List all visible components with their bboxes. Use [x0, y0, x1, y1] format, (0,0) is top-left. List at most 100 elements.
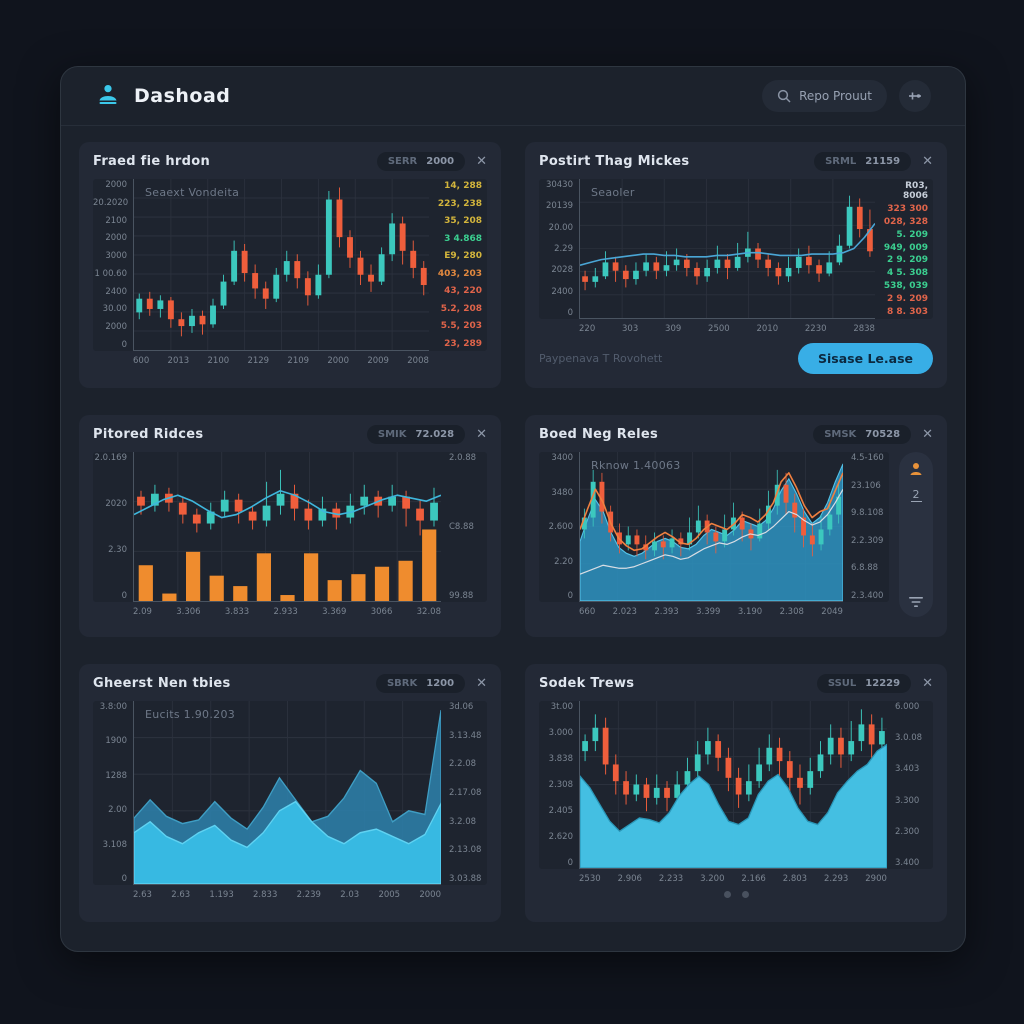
close-icon[interactable]: ✕	[922, 676, 933, 691]
tick-label: 2.20	[554, 556, 573, 567]
y-axis: 2.0.169 2020 2.30 0	[93, 452, 133, 602]
close-icon[interactable]: ✕	[476, 676, 487, 691]
price-value: 028, 328	[883, 216, 928, 227]
symbol-badge: SERR 2000	[376, 152, 466, 171]
tick-label: 2129	[247, 356, 270, 366]
tick-label: 0	[567, 858, 573, 868]
chart-canvas	[134, 701, 441, 884]
plot	[133, 452, 441, 602]
price-value: 23, 289	[444, 338, 482, 349]
tick-label: 220	[579, 324, 596, 334]
tick-label: 23.106	[851, 480, 881, 491]
tick-label: 600	[133, 356, 150, 366]
tick-label: 3.03.88	[449, 873, 482, 884]
panel-footer: Paypenava T Rovohett Sisase Le.ase	[539, 343, 933, 374]
tick-label: 2.63	[171, 890, 191, 900]
price-value: E9, 280	[444, 251, 482, 262]
price-value: 4 5. 308	[887, 268, 928, 279]
price-value: 223, 238	[437, 198, 482, 209]
plot: Rknow 1.40063	[579, 452, 843, 602]
badge-label: SSUL	[827, 678, 857, 689]
dashboard-card: Dashoad Repo Prouut Fraed fie	[60, 66, 966, 952]
search-box[interactable]: Repo Prouut	[762, 80, 887, 112]
x-axis: 2.09 3.306 3.833 2.933 3.369 3066 32.08	[133, 602, 441, 617]
close-icon[interactable]: ✕	[922, 154, 933, 169]
tick-label: 6.000	[895, 702, 920, 712]
panel-title: Sodek Trews	[539, 676, 635, 691]
price-value: 2 9. 209	[887, 255, 928, 266]
symbol-badge: SMSK 70528	[813, 425, 912, 444]
tick-label: 2.2.08	[449, 759, 477, 770]
chart-watermark: Eucits 1.90.203	[145, 708, 236, 721]
price-value: 35, 208	[444, 216, 482, 227]
chart-block: 3400 3480 2.600 2.20 0 Rknow 1.40063 4.5-160…	[539, 452, 889, 617]
tick-label: 3480	[551, 487, 573, 498]
tick-label: 2028	[551, 265, 573, 276]
badge-value: 21159	[865, 156, 901, 167]
price-value: 403, 203	[437, 268, 482, 279]
close-icon[interactable]: ✕	[476, 427, 487, 442]
tick-label: 2230	[804, 324, 827, 334]
tick-label: 2.30	[108, 545, 127, 555]
price-value: 5.5, 203	[440, 321, 482, 332]
toolbar-count[interactable]: 2	[910, 488, 922, 502]
chart-canvas	[134, 179, 429, 350]
tick-label: 30430	[545, 180, 573, 190]
tune-button[interactable]	[899, 80, 931, 112]
tick-label: 0	[121, 591, 127, 601]
tick-label: 3.000	[548, 728, 573, 738]
close-icon[interactable]: ✕	[922, 427, 933, 442]
tick-label: 3.369	[322, 607, 347, 617]
tick-label: 1900	[105, 736, 127, 747]
tick-label: 20139	[545, 201, 573, 212]
right-axis: 4.5-160 23.106 9.8.108 2.2.309 6.8.88 2.3.400	[843, 452, 889, 602]
pagination	[539, 891, 933, 898]
tick-label: 0	[567, 591, 573, 601]
user-button[interactable]	[908, 461, 924, 477]
badge-value: 2000	[426, 156, 455, 167]
panel-title: Gheerst Nen tbies	[93, 676, 231, 691]
tune-icon	[909, 92, 921, 100]
symbol-badge: SMIK 72.028	[366, 425, 466, 444]
lease-button[interactable]: Sisase Le.ase	[798, 343, 933, 374]
tick-label: 2.03	[340, 890, 360, 900]
filter-button[interactable]	[908, 596, 924, 608]
chart-watermark: Seaext Vondeita	[145, 186, 240, 199]
tick-label: 3.306	[176, 607, 201, 617]
tick-label: 3.0.08	[895, 733, 923, 744]
tick-label: 2400	[551, 286, 573, 297]
tick-label: 3.108	[102, 839, 127, 850]
panel-title: Boed Neg Reles	[539, 427, 659, 442]
y-axis: 3t.00 3.000 3.838 2.308 2.405 2.620 0	[539, 701, 579, 869]
pagination-dot[interactable]	[723, 891, 731, 898]
tick-label: 2.0.88	[449, 453, 477, 463]
close-icon[interactable]: ✕	[476, 154, 487, 169]
tick-label: 3.399	[696, 607, 721, 617]
tick-label: 2.166	[741, 874, 766, 884]
footer-note: Paypenava T Rovohett	[539, 352, 663, 365]
pagination-dot[interactable]	[741, 891, 749, 898]
tick-label: 2008	[407, 356, 429, 366]
panel-header: Pitored Ridces SMIK 72.028 ✕	[93, 425, 487, 444]
tick-label: 2013	[167, 356, 190, 366]
plot: Seaoler	[579, 179, 875, 319]
price-value: R03, 8006	[902, 181, 928, 201]
tick-label: 20.00	[548, 222, 573, 233]
tick-label: 2100	[105, 215, 127, 226]
tick-label: 3000	[105, 251, 127, 262]
tick-label: 3.838	[548, 754, 573, 764]
tick-label: 2.393	[654, 607, 679, 617]
chart-area: 2.0.169 2020 2.30 0 2.0.88 C8.88 99.88	[93, 452, 487, 602]
tick-label: 2005	[378, 890, 401, 900]
x-axis: 220 303 309 2500 2010 2230 2838	[579, 319, 875, 334]
tick-label: 9.8.108	[851, 508, 884, 519]
badge-label: SRML	[825, 156, 857, 167]
tick-label: 0	[121, 339, 127, 350]
chart-area: 3400 3480 2.600 2.20 0 Rknow 1.40063 4.5-160…	[539, 452, 889, 602]
price-value: 14, 288	[444, 181, 482, 191]
tick-label: 2010	[756, 324, 779, 334]
tick-label: 2.833	[253, 890, 278, 900]
header-actions: Repo Prouut	[762, 80, 931, 112]
tick-label: 309	[665, 324, 682, 334]
y-axis: 30430 20139 20.00 2.29 2028 2400 0	[539, 179, 579, 319]
